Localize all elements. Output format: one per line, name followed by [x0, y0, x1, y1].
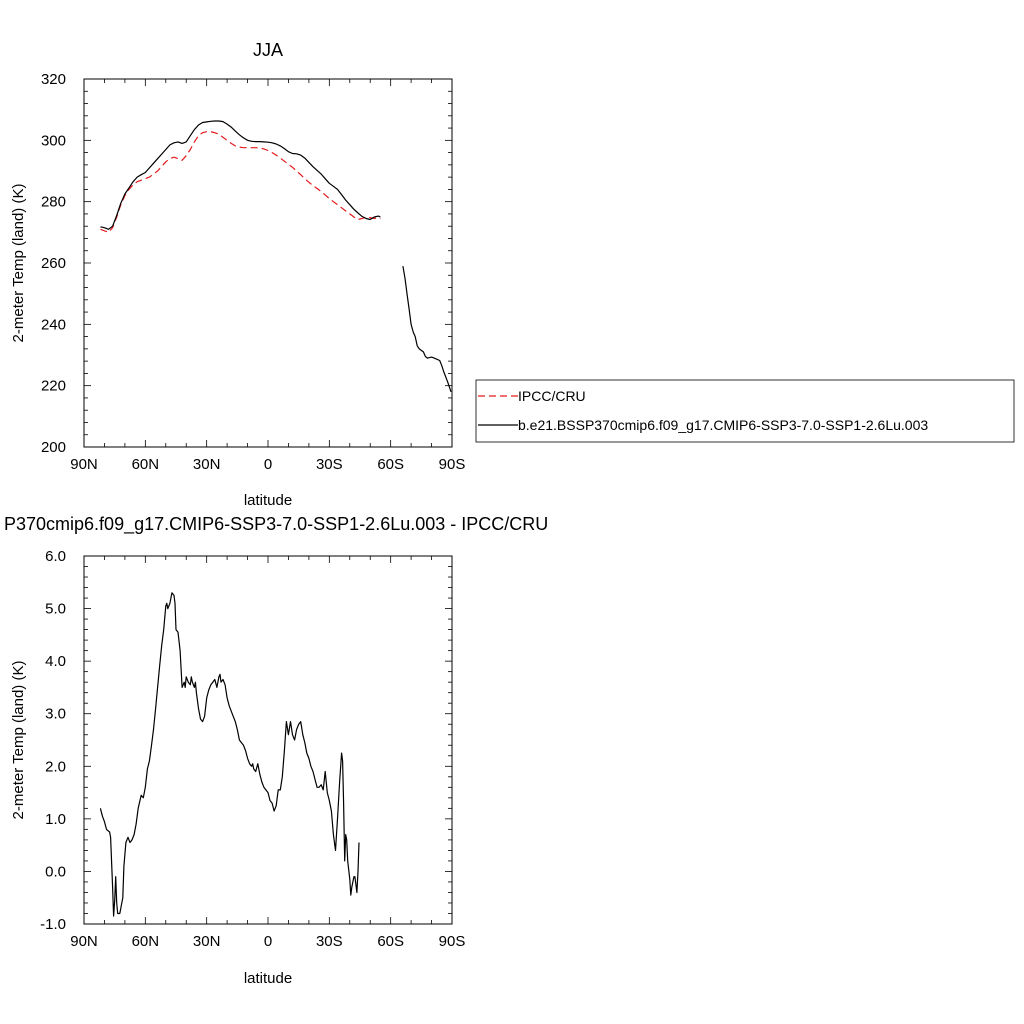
y-tick-label: 4.0	[45, 653, 66, 670]
top-chart-title: JJA	[253, 40, 283, 60]
y-tick-label: 240	[41, 316, 66, 333]
y-tick-label: 220	[41, 378, 66, 395]
bottom-chart-series	[99, 592, 360, 917]
x-tick-label: 30S	[316, 933, 343, 950]
legend: IPCC/CRU b.e21.BSSP370cmip6.f09_g17.CMIP…	[475, 379, 1015, 443]
y-tick-label: 6.0	[45, 548, 66, 565]
x-tick-label: 30N	[193, 456, 221, 473]
x-tick-label: 30S	[316, 456, 343, 473]
top-chart: JJA 90N 60N 30N 0 30S 60S 90S 200 220 240 260 280 30…	[10, 40, 465, 509]
x-tick-label: 90S	[439, 933, 466, 950]
top-series-1-line-segment-1	[402, 265, 452, 392]
x-tick-label: 60S	[377, 933, 404, 950]
legend-box	[475, 379, 1015, 443]
x-tick-label: 90N	[70, 456, 98, 473]
x-tick-label: 60N	[132, 933, 160, 950]
y-tick-label: 200	[41, 439, 66, 456]
y-tick-label: 260	[41, 255, 66, 272]
y-tick-label: 280	[41, 194, 66, 211]
top-chart-ticks: 90N 60N 30N 0 30S 60S 90S 200 220 240 260 280 300 320	[41, 71, 465, 473]
x-tick-label: 30N	[193, 933, 221, 950]
y-tick-label: 320	[41, 71, 66, 88]
bottom-chart: P370cmip6.f09_g17.CMIP6-SSP3-7.0-SSP1-2.…	[4, 514, 548, 987]
legend-label-model: b.e21.BSSP370cmip6.f09_g17.CMIP6-SSP3-7.…	[518, 417, 928, 433]
x-tick-label: 60N	[132, 456, 160, 473]
top-y-axis-label: 2-meter Temp (land) (K)	[10, 184, 27, 343]
y-tick-label: -1.0	[40, 916, 66, 933]
y-tick-label: 300	[41, 132, 66, 149]
y-tick-label: 2.0	[45, 758, 66, 775]
x-tick-label: 90N	[70, 933, 98, 950]
bottom-x-axis-label: latitude	[244, 970, 292, 987]
y-tick-label: 3.0	[45, 706, 66, 723]
bottom-chart-ticks: 90N 60N 30N 0 30S 60S 90S -1.0 0.0 1.0 2.0 3.0 4.0 5.…	[40, 548, 465, 950]
x-tick-label: 0	[264, 933, 272, 950]
y-tick-label: 1.0	[45, 811, 66, 828]
y-tick-label: 0.0	[45, 863, 66, 880]
top-series-1-line-segment-0	[100, 120, 381, 230]
bottom-chart-title: P370cmip6.f09_g17.CMIP6-SSP3-7.0-SSP1-2.…	[4, 514, 548, 535]
bottom-series-0-line-segment-0	[99, 592, 360, 917]
x-tick-label: 60S	[377, 456, 404, 473]
x-tick-label: 90S	[439, 456, 466, 473]
top-x-axis-label: latitude	[244, 492, 292, 509]
top-series-0-line-segment-0	[100, 131, 381, 233]
top-plot-frame	[83, 78, 453, 448]
x-tick-label: 0	[264, 456, 272, 473]
top-chart-series	[100, 120, 452, 392]
legend-label-ipcc-cru: IPCC/CRU	[518, 388, 586, 404]
bottom-plot-frame	[83, 555, 453, 925]
bottom-y-axis-label: 2-meter Temp (land) (K)	[10, 661, 27, 820]
y-tick-label: 5.0	[45, 601, 66, 618]
